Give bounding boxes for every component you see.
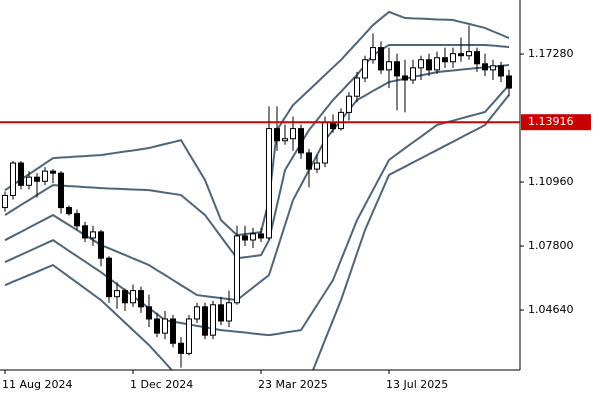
candle-body (458, 53, 464, 57)
candle-body (98, 231, 104, 259)
x-tick-label: 11 Aug 2024 (2, 378, 72, 391)
candle-body (10, 162, 16, 196)
y-tick-label: 1.17280 (528, 47, 574, 60)
band-line (4, 84, 510, 337)
candle-body (394, 61, 400, 77)
candle-body (314, 162, 320, 170)
band-line (4, 94, 510, 370)
candle-body (58, 172, 64, 209)
candle-body (226, 302, 232, 322)
candle-body (2, 194, 8, 209)
candle-body (266, 128, 272, 239)
candle-body (74, 213, 80, 227)
candle-body (34, 176, 40, 182)
candle-body (122, 290, 128, 304)
candle-body (242, 235, 248, 241)
candle-body (434, 57, 440, 71)
candle-body (66, 207, 72, 215)
x-tick-label: 23 Mar 2025 (258, 378, 328, 391)
y-tick-label: 1.10960 (528, 175, 574, 188)
candle-body (282, 138, 288, 142)
plot-area (2, 10, 512, 370)
candle-body (378, 47, 384, 71)
candle-body (18, 162, 24, 186)
candle-body (450, 53, 456, 63)
candle-body (346, 95, 352, 113)
candle-body (418, 59, 424, 69)
candle-body (330, 122, 336, 130)
candle-body (490, 65, 496, 71)
candle-body (154, 318, 160, 334)
candle-body (466, 51, 472, 57)
candle-body (130, 290, 136, 304)
candle-body (442, 57, 448, 63)
x-tick-label: 1 Dec 2024 (130, 378, 193, 391)
candle-body (42, 170, 48, 182)
candle-body (370, 47, 376, 61)
candle-body (338, 111, 344, 130)
price-label: 1.13916 (528, 115, 574, 128)
candle-body (234, 235, 240, 304)
candle-body (90, 231, 96, 239)
candle-body (178, 342, 184, 354)
candle-body (210, 304, 216, 336)
candle-body (386, 61, 392, 71)
band-line (4, 10, 510, 237)
candle-body (410, 67, 416, 81)
band-line (4, 64, 510, 302)
candle-body (426, 59, 432, 71)
candle-body (106, 257, 112, 298)
candle-body (82, 225, 88, 239)
candle-body (322, 122, 328, 164)
candle-body (218, 304, 224, 322)
candle-body (506, 75, 512, 89)
candle-body (274, 128, 280, 142)
candle-body (306, 152, 312, 170)
candle-body (474, 51, 480, 65)
price-label-box (521, 114, 591, 131)
x-tick-label: 13 Jul 2025 (386, 378, 448, 391)
y-tick-label: 1.04640 (528, 303, 574, 316)
candle-body (146, 306, 152, 320)
candle-body (186, 318, 192, 354)
candle-body (138, 290, 144, 308)
candle-body (354, 77, 360, 97)
candle-body (50, 170, 56, 174)
band-line (4, 43, 510, 260)
candle-body (402, 75, 408, 81)
candle-body (290, 128, 296, 140)
candle-body (114, 290, 120, 298)
y-tick-label: 1.07800 (528, 239, 574, 252)
candle-body (26, 176, 32, 186)
candle-body (498, 65, 504, 77)
candle-body (362, 59, 368, 79)
candle-body (170, 318, 176, 344)
candle-body (482, 63, 488, 71)
candle-body (258, 233, 264, 239)
candle-body (250, 233, 256, 241)
candle-body (298, 128, 304, 154)
candle-body (162, 318, 168, 334)
candle-body (202, 306, 208, 336)
candle-body (194, 306, 200, 320)
